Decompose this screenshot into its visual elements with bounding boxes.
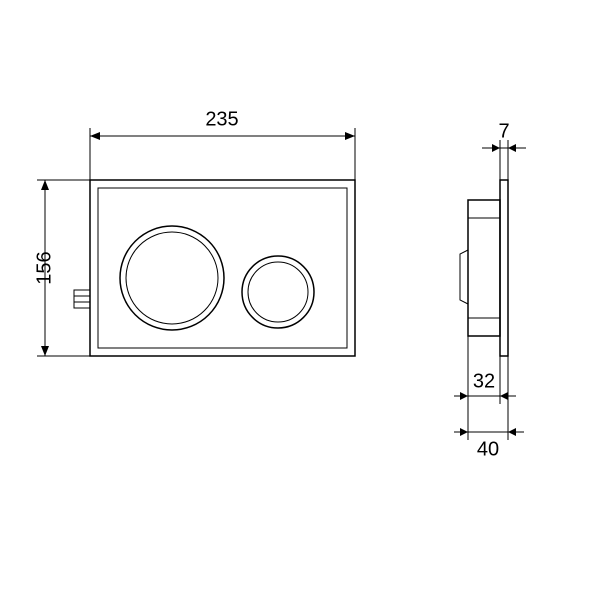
dim-width: 235 <box>90 108 355 180</box>
arrowhead-left-icon <box>508 428 516 436</box>
dim-32-label: 32 <box>473 370 495 392</box>
dim-height-label: 156 <box>33 251 55 284</box>
arrowhead-right-icon <box>460 428 468 436</box>
side-clip <box>74 290 90 308</box>
side-button-projection <box>460 250 468 304</box>
side-view: 7 32 40 <box>454 120 526 460</box>
side-body <box>468 200 500 336</box>
arrowhead-right-icon <box>492 144 500 152</box>
large-flush-button-inner <box>126 232 218 324</box>
arrowhead-up-icon <box>41 180 49 190</box>
arrowhead-down-icon <box>41 346 49 356</box>
dim-7-label: 7 <box>498 120 509 142</box>
arrowhead-right-icon <box>460 392 468 400</box>
dim-width-label: 235 <box>205 108 238 130</box>
small-flush-button-inner <box>248 262 308 322</box>
large-flush-button-outer <box>120 226 224 330</box>
arrowhead-left-icon <box>90 132 100 140</box>
technical-drawing: 235 156 7 <box>0 0 600 600</box>
front-view: 235 156 <box>33 108 355 356</box>
arrowhead-right-icon <box>345 132 355 140</box>
arrowhead-left-icon <box>508 144 516 152</box>
dim-height: 156 <box>33 180 90 356</box>
side-face-plate <box>500 180 508 356</box>
small-flush-button-outer <box>242 256 314 328</box>
dim-body-depth: 32 <box>454 336 516 404</box>
dim-total-depth: 40 <box>454 336 524 460</box>
dim-40-label: 40 <box>477 438 499 460</box>
dim-face-thickness: 7 <box>482 120 526 180</box>
arrowhead-left-icon <box>500 392 508 400</box>
